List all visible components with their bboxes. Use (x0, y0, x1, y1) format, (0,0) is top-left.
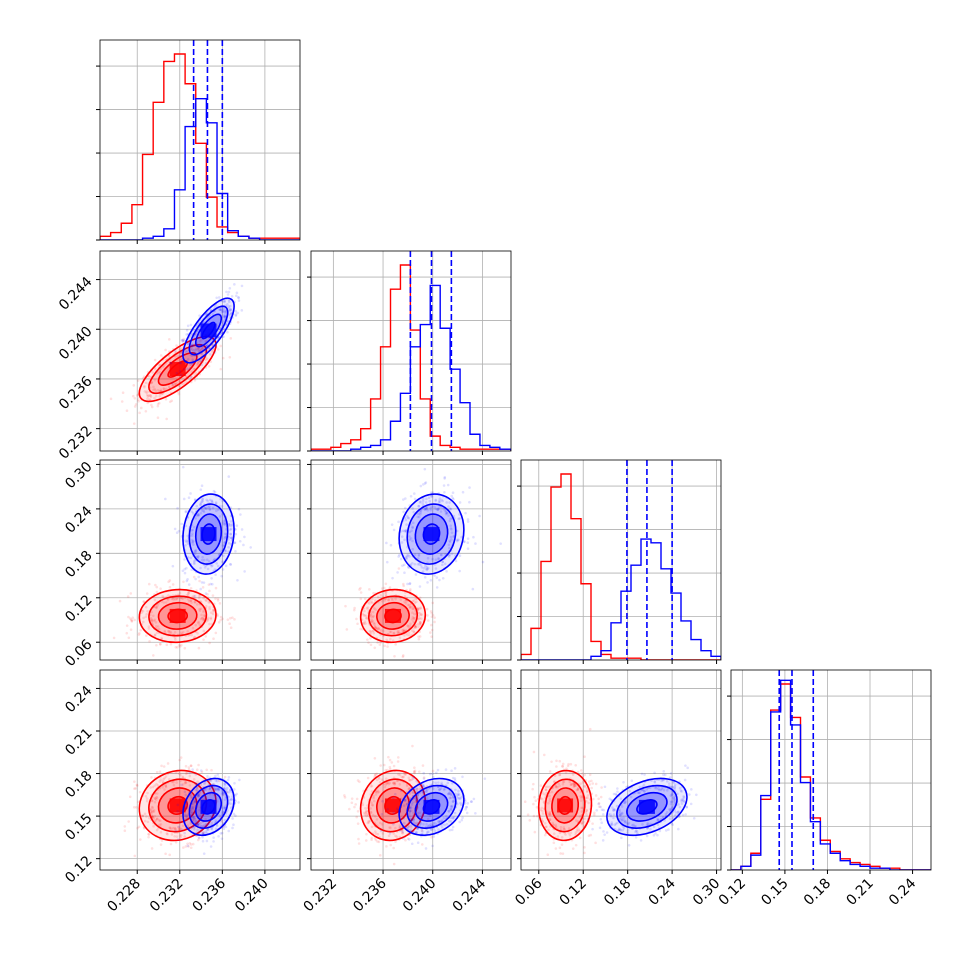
grid-lines (731, 670, 931, 870)
x-tick-label: 0.06 (512, 875, 545, 908)
x-tick-label: 0.240 (400, 876, 440, 916)
histogram-blue (731, 679, 931, 870)
y-tick-label: 0.15 (62, 810, 95, 843)
scatter-red (344, 567, 436, 658)
x-tick-label: 0.12 (716, 876, 749, 909)
panel-2-2 (517, 459, 722, 664)
y-tick-label: 0.24 (62, 683, 95, 716)
grid-lines (100, 251, 300, 451)
y-tick-label: 0.244 (56, 274, 96, 314)
density-peak-red (169, 798, 186, 813)
panel-2-0: 0.06 0.12 0.18 0.24 0.30 (62, 459, 301, 670)
grid-lines (100, 40, 300, 240)
histogram-red (311, 264, 511, 451)
density-peak-blue (423, 527, 440, 542)
x-tick-label: 0.12 (557, 876, 590, 909)
panel-frame (310, 459, 512, 661)
panel-frame (99, 459, 301, 661)
x-tick-label: 0.30 (690, 876, 723, 909)
panel-frame (99, 39, 301, 241)
y-tick-label: 0.24 (62, 503, 95, 536)
density-peak-blue (423, 799, 440, 814)
panel-1-1 (307, 250, 512, 455)
density-peak-blue (200, 799, 217, 814)
grid-lines (521, 670, 721, 870)
x-tick-label: 0.236 (190, 875, 230, 915)
panel-2-1 (307, 459, 512, 664)
x-tick-label: 0.24 (886, 875, 919, 908)
panel-frame (99, 250, 301, 452)
x-tick-label: 0.236 (350, 875, 390, 915)
density-peak-blue (200, 527, 217, 542)
panel-frame (520, 459, 722, 661)
y-tick-label: 0.232 (56, 423, 96, 463)
panel-3-3: 0.12 0.15 0.18 0.21 0.24 (716, 669, 932, 909)
density-peak-red (169, 362, 186, 377)
y-tick-label: 0.12 (62, 853, 95, 886)
x-tick-label: 0.228 (104, 876, 144, 916)
x-tick-label: 0.18 (801, 876, 834, 909)
density-peak-red (384, 798, 401, 813)
histogram-blue (311, 284, 511, 451)
x-tick-label: 0.232 (301, 876, 341, 916)
histogram-blue (100, 97, 300, 240)
histogram-red (521, 473, 721, 660)
y-tick-label: 0.12 (62, 592, 95, 625)
y-tick-label: 0.18 (62, 768, 95, 801)
panel-frame (310, 669, 512, 871)
y-tick-label: 0.18 (62, 548, 95, 581)
scatter-blue (385, 467, 502, 591)
y-tick-label: 0.21 (62, 725, 95, 758)
x-tick-label: 0.232 (147, 876, 187, 916)
density-peak-blue (638, 799, 655, 814)
grid-lines (311, 670, 511, 870)
histogram-red (100, 53, 300, 240)
panel-3-2: 0.06 0.12 0.18 0.24 0.30 (512, 669, 723, 909)
y-tick-label: 0.236 (56, 373, 96, 413)
density-peak-red (169, 608, 186, 623)
y-tick-label: 0.30 (62, 459, 95, 492)
panel-3-0: 0.12 0.15 0.18 0.21 0.24 0.228 0.232 0.236 0.240 (62, 669, 301, 916)
y-tick-label: 0.240 (56, 324, 96, 364)
panel-3-1: 0.232 0.236 0.240 0.244 (301, 669, 512, 916)
panel-frame (99, 669, 301, 871)
panel-frame (310, 250, 512, 452)
x-tick-label: 0.18 (601, 876, 634, 909)
density-peak-red (384, 608, 401, 623)
x-tick-label: 0.240 (232, 876, 272, 916)
histogram-blue (521, 538, 721, 660)
panel-0-0 (96, 39, 301, 244)
x-tick-label: 0.21 (843, 876, 876, 909)
grid-lines (100, 670, 300, 870)
x-tick-label: 0.24 (646, 875, 679, 908)
panel-1-0: 0.232 0.236 0.240 0.244 (56, 250, 301, 463)
y-tick-label: 0.06 (62, 636, 95, 669)
density-peak-red (557, 798, 574, 813)
x-tick-label: 0.15 (758, 876, 791, 909)
panel-frame (520, 669, 722, 871)
density-peak-blue (200, 323, 217, 338)
grid-lines (100, 460, 300, 660)
x-tick-label: 0.244 (450, 875, 490, 915)
panel-frame (730, 669, 932, 871)
